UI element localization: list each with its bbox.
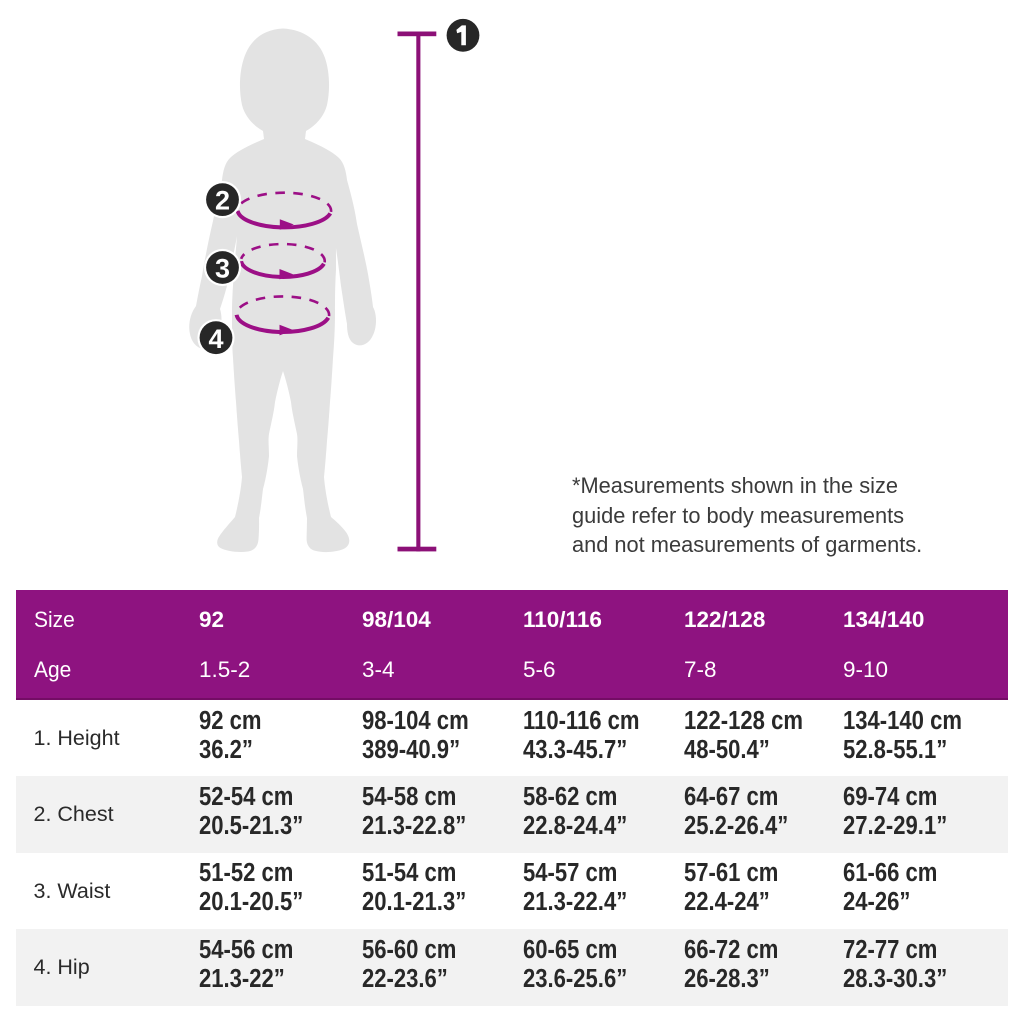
svg-text:4: 4 (208, 324, 223, 354)
svg-text:2: 2 (215, 186, 230, 216)
svg-text:3: 3 (215, 254, 230, 284)
